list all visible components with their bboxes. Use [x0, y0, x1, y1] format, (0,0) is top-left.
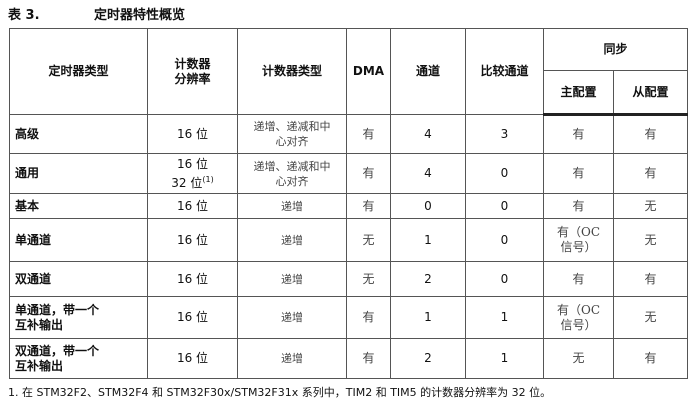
cell-dma: 有 — [346, 338, 391, 379]
cell-resolution: 16 位 — [147, 193, 238, 219]
table-number: 表 3. — [8, 8, 40, 23]
footnote: 1. 在 STM32F2、STM32F4 和 STM32F30x/STM32F3… — [8, 386, 552, 399]
cell-channels: 2 — [390, 338, 466, 379]
cell-dma: 有 — [346, 296, 391, 339]
table-row: 高级 16 位递增、递减和中心对齐有 4 3 有有 — [9, 114, 689, 154]
cell-compare: 1 — [465, 338, 544, 379]
cell-counter-type: 递增 — [237, 193, 347, 219]
cell-timer-type: 通用 — [9, 153, 148, 194]
cell-master: 有 — [543, 193, 614, 219]
cell-master: 有 — [543, 153, 614, 194]
cell-compare: 0 — [465, 193, 544, 219]
cell-timer-type: 基本 — [9, 193, 148, 219]
table-row: 单通道，带一个互补输出 16 位递增有 1 1 有（OC 信号）无 — [9, 296, 689, 339]
cell-timer-type: 单通道 — [9, 218, 148, 262]
cell-channels: 2 — [390, 261, 466, 297]
cell-compare: 0 — [465, 261, 544, 297]
cell-slave: 有 — [612, 338, 689, 379]
cell-master: 无 — [543, 338, 614, 379]
cell-dma: 有 — [346, 153, 391, 194]
table-row: 基本 16 位递增有 0 0 有无 — [9, 193, 689, 219]
cell-counter-type: 递增 — [237, 261, 347, 297]
table-row: 双通道 16 位递增无 2 0 有有 — [9, 261, 689, 297]
cell-resolution: 16 位 — [147, 261, 238, 297]
cell-timer-type: 双通道，带一个互补输出 — [9, 338, 148, 379]
timer-features-table: 定时器类型 计数器 分辨率 计数器类型 DMA 通道 比较通道 同步 主配置 从配… — [9, 28, 689, 379]
header-master: 主配置 — [543, 70, 614, 116]
table-caption: 表 3. 定时器特性概览 — [8, 4, 185, 23]
cell-channels: 4 — [390, 114, 466, 154]
cell-dma: 无 — [346, 261, 391, 297]
cell-compare: 0 — [465, 153, 544, 194]
table-title: 定时器特性概览 — [94, 8, 186, 23]
header-slave: 从配置 — [612, 70, 689, 116]
cell-slave: 有 — [612, 114, 689, 154]
header-compare-channels: 比较通道 — [465, 28, 544, 115]
cell-compare: 0 — [465, 218, 544, 262]
table-row: 单通道 16 位递增无 1 0 有（OC 信号）无 — [9, 218, 689, 262]
cell-channels: 1 — [390, 218, 466, 262]
cell-resolution: 16 位 — [147, 338, 238, 379]
cell-slave: 有 — [612, 153, 689, 194]
cell-timer-type: 单通道，带一个互补输出 — [9, 296, 148, 339]
cell-master: 有（OC 信号） — [543, 218, 614, 262]
cell-compare: 3 — [465, 114, 544, 154]
cell-slave: 无 — [612, 218, 689, 262]
cell-timer-type: 双通道 — [9, 261, 148, 297]
header-resolution: 计数器 分辨率 — [147, 28, 238, 115]
cell-master: 有（OC 信号） — [543, 296, 614, 339]
cell-slave: 无 — [612, 296, 689, 339]
cell-dma: 无 — [346, 218, 391, 262]
table-row: 双通道，带一个互补输出 16 位递增有 2 1 无有 — [9, 338, 689, 379]
cell-counter-type: 递增、递减和中心对齐 — [237, 114, 347, 154]
header-channels: 通道 — [390, 28, 466, 115]
header-sync: 同步 — [542, 28, 689, 71]
cell-counter-type: 递增 — [237, 296, 347, 339]
cell-slave: 无 — [612, 193, 689, 219]
table-row: 通用 16 位 32 位(1) 递增、递减和中心对齐有 4 0 有有 — [9, 153, 689, 194]
cell-dma: 有 — [346, 114, 391, 154]
header-dma: DMA — [346, 28, 391, 115]
cell-counter-type: 递增 — [237, 338, 347, 379]
cell-dma: 有 — [346, 193, 391, 219]
cell-counter-type: 递增、递减和中心对齐 — [237, 153, 347, 194]
cell-timer-type: 高级 — [9, 114, 148, 154]
header-counter-type: 计数器类型 — [237, 28, 347, 115]
cell-slave: 有 — [612, 261, 689, 297]
cell-master: 有 — [543, 114, 614, 154]
cell-channels: 4 — [390, 153, 466, 194]
cell-compare: 1 — [465, 296, 544, 339]
cell-resolution: 16 位 32 位(1) — [147, 153, 238, 194]
cell-channels: 1 — [390, 296, 466, 339]
cell-resolution: 16 位 — [147, 296, 238, 339]
cell-counter-type: 递增 — [237, 218, 347, 262]
cell-resolution: 16 位 — [147, 114, 238, 154]
cell-channels: 0 — [390, 193, 466, 219]
cell-master: 有 — [543, 261, 614, 297]
cell-resolution: 16 位 — [147, 218, 238, 262]
header-timer-type: 定时器类型 — [9, 28, 148, 115]
